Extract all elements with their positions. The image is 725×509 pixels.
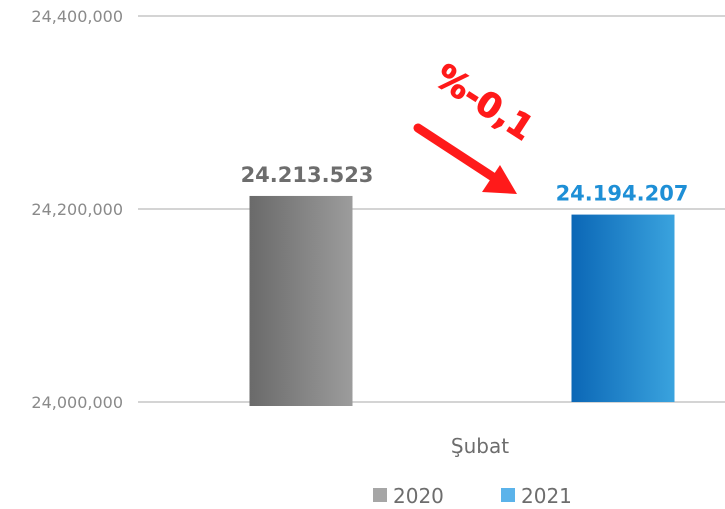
decrease-arrow-icon [413, 123, 517, 194]
legend-label-2020: 2020 [393, 484, 444, 508]
y-tick-label: 24,200,000 [31, 200, 123, 219]
bar-2020 [249, 195, 353, 406]
legend: 2020 2021 [373, 484, 572, 508]
legend-swatch-2021 [501, 488, 515, 502]
data-label-2020: 24.213.523 [241, 163, 374, 187]
y-tick-label: 24,000,000 [31, 393, 123, 412]
bar-2021 [571, 214, 675, 402]
legend-label-2021: 2021 [521, 484, 572, 508]
change-annotation: %-0,1 [428, 56, 541, 149]
data-label-2021: 24.194.207 [556, 182, 689, 206]
x-category-label: Şubat [451, 434, 509, 458]
legend-swatch-2020 [373, 488, 387, 502]
y-tick-label: 24,400,000 [31, 7, 123, 26]
